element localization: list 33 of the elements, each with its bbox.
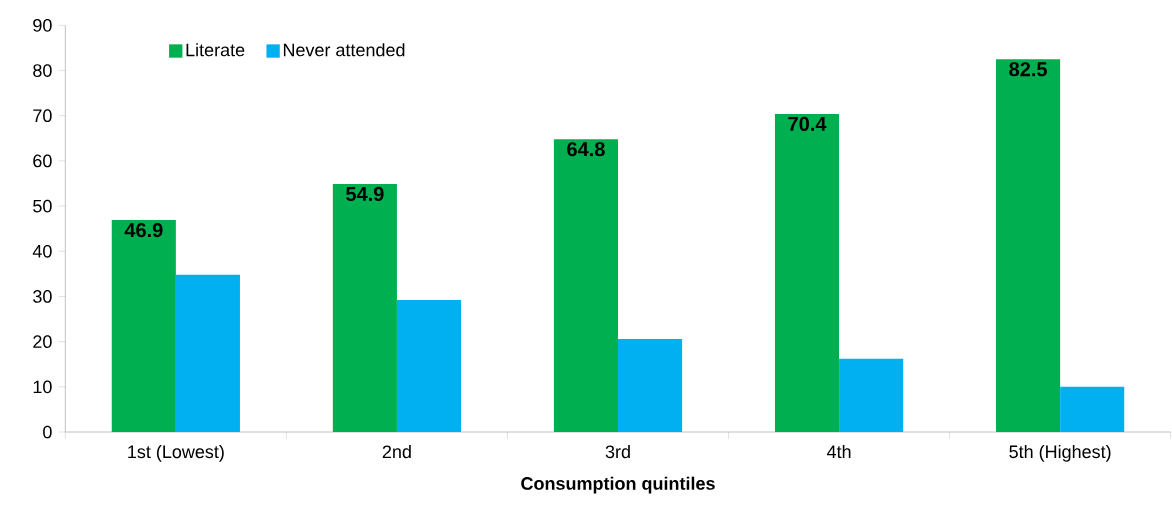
y-tick-label: 40 [32,244,52,258]
data-label: 46.9 [124,223,163,238]
x-tick-label: 2nd [382,444,411,459]
bar [111,220,176,432]
x-tick-label: 5th (Highest) [1009,444,1111,462]
data-label: 82.5 [1009,62,1047,77]
x-tick-label: 1st (Lowest) [128,444,224,462]
bar [774,113,840,432]
y-tick-label: 0 [43,425,52,439]
y-tick-label: 30 [33,290,52,303]
bar [1060,386,1125,432]
bar [839,358,904,432]
bar [553,139,618,432]
x-tick-label: 4th [826,444,851,459]
y-tick-label: 50 [33,199,52,213]
data-label: 64.8 [567,142,605,157]
bar [175,274,240,432]
bar [396,300,462,432]
bar [618,338,683,432]
y-tick-label: 10 [33,380,52,394]
y-tick-label: 80 [33,64,52,77]
data-label: 54.9 [346,186,384,202]
x-tick-label: 3rd [605,444,630,459]
legend-label: Literate [186,43,245,57]
legend-label: Never attended [283,43,405,57]
y-tick-label: 60 [33,154,52,168]
bar [996,59,1061,432]
y-tick-label: 20 [33,335,52,348]
bar [332,183,397,432]
x-axis-title: Consumption quintiles [521,476,715,494]
data-label: 70.4 [788,116,827,131]
y-tick-label: 70 [33,109,52,123]
y-tick-label: 90 [33,18,52,32]
